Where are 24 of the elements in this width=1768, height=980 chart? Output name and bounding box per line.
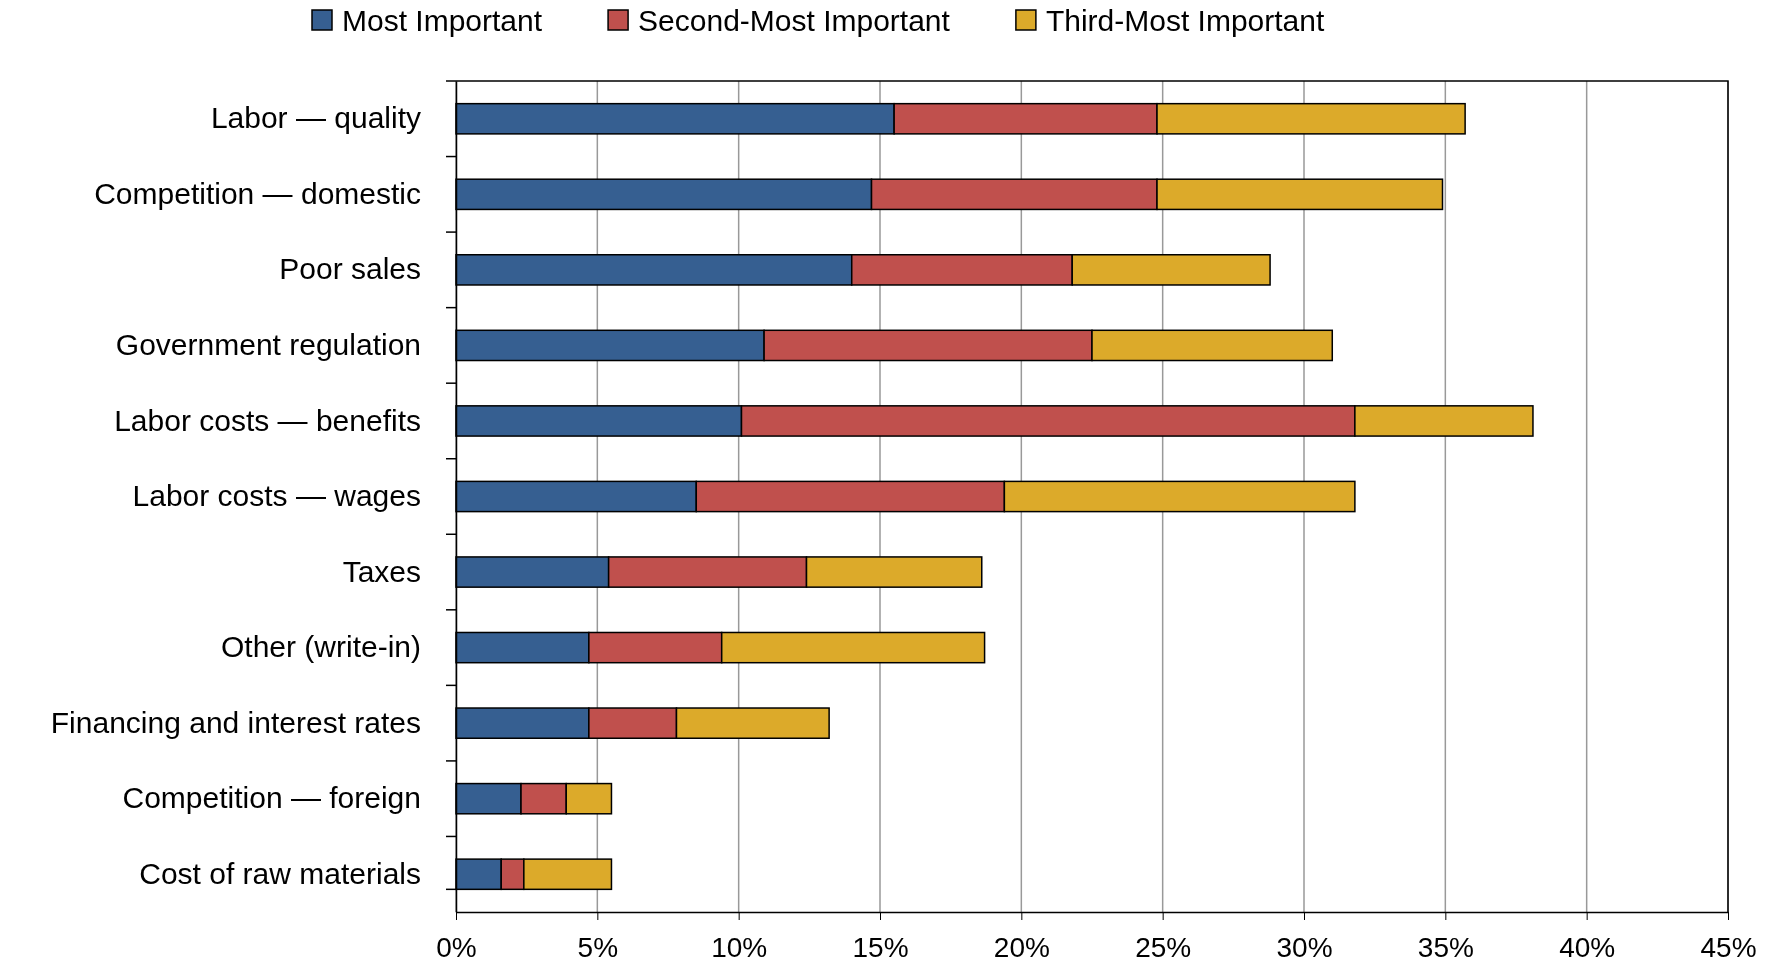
y-tick-label: Labor costs — benefits (114, 403, 421, 437)
x-tick-label: 30% (1276, 931, 1333, 963)
x-tick-label: 45% (1700, 931, 1757, 963)
x-tick-label: 15% (852, 931, 909, 963)
y-tick-label: Other (write-in) (220, 630, 421, 664)
x-tick-label: 20% (993, 931, 1050, 963)
y-tick-label: Taxes (342, 554, 421, 588)
y-tick-label: Labor costs — wages (132, 479, 421, 513)
y-tick-label: Financing and interest rates (50, 705, 421, 739)
x-tick-label: 35% (1417, 931, 1474, 963)
y-tick-label: Cost of raw materials (139, 856, 421, 890)
y-tick-label: Competition — domestic (94, 176, 421, 210)
legend-label: Third-Most Important (1045, 4, 1325, 37)
x-tick-label: 40% (1559, 931, 1616, 963)
x-tick-label: 10% (711, 931, 768, 963)
x-tick-label: 5% (577, 931, 619, 963)
y-tick-label: Competition — foreign (122, 781, 421, 815)
x-tick-label: 0% (436, 931, 477, 963)
y-tick-label: Poor sales (279, 252, 421, 286)
y-tick-label: Labor — quality (210, 101, 421, 135)
y-tick-label: Government regulation (115, 328, 421, 362)
x-tick-label: 25% (1135, 931, 1192, 963)
legend-label: Second-Most Important (638, 4, 951, 37)
legend-label: Most Important (342, 4, 543, 37)
